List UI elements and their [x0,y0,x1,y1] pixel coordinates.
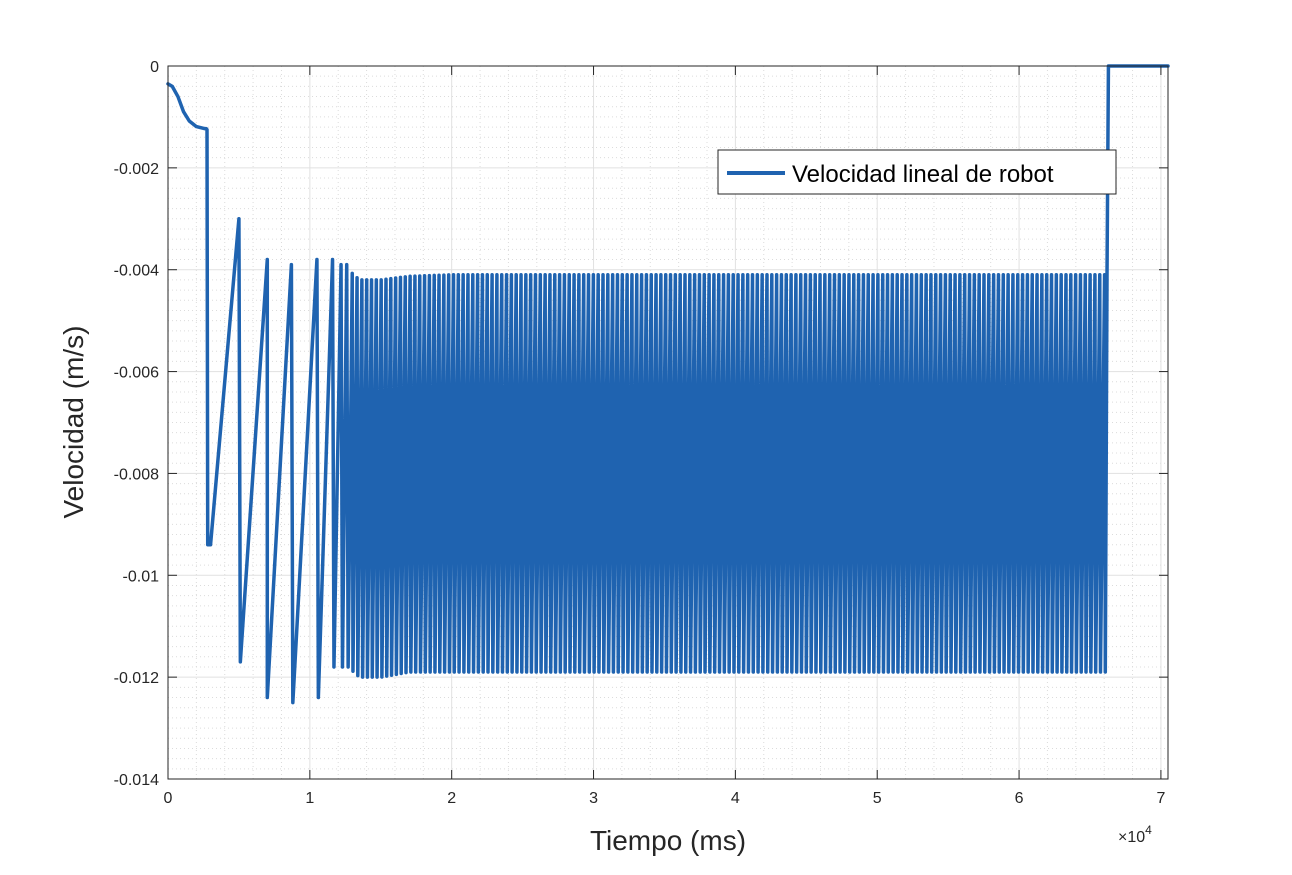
legend-series-label: Velocidad lineal de robot [792,161,1054,188]
axis-ticks [167,65,1168,780]
y-tick-label: -0.006 [114,365,159,382]
x-tick-label: 0 [164,790,173,807]
plot-area-border [167,65,1169,780]
y-tick-labels: 0 -0.002 -0.004 -0.006 -0.008 -0.01 -0.012 -0.0… [114,59,159,789]
y-tick-label: -0.004 [114,263,159,280]
x-tick-label: 7 [1156,790,1165,807]
x-exponent-power: 4 [1145,823,1152,837]
x-tick-labels: 0 1 2 3 4 5 6 7 [164,790,1166,807]
y-axis-label: Velocidad (m/s) [58,326,89,519]
series-velocidad-lineal [166,64,1170,705]
x-tick-label: 3 [589,790,598,807]
y-tick-label: -0.008 [114,466,159,483]
x-tick-label: 1 [305,790,314,807]
legend: Velocidad lineal de robot [717,149,1117,195]
x-exponent-label: ×104 [1118,823,1152,846]
x-tick-label: 6 [1015,790,1024,807]
y-tick-label: -0.012 [114,670,159,687]
y-tick-label: -0.002 [114,161,159,178]
x-exponent-base: ×10 [1118,829,1145,846]
y-tick-label: -0.014 [114,772,159,789]
y-tick-label: 0 [150,59,159,76]
x-tick-label: 5 [873,790,882,807]
x-tick-label: 4 [731,790,740,807]
x-tick-label: 2 [447,790,456,807]
series-line [166,64,1170,705]
y-tick-label: -0.01 [123,568,160,585]
x-axis-label: Tiempo (ms) [590,825,746,856]
